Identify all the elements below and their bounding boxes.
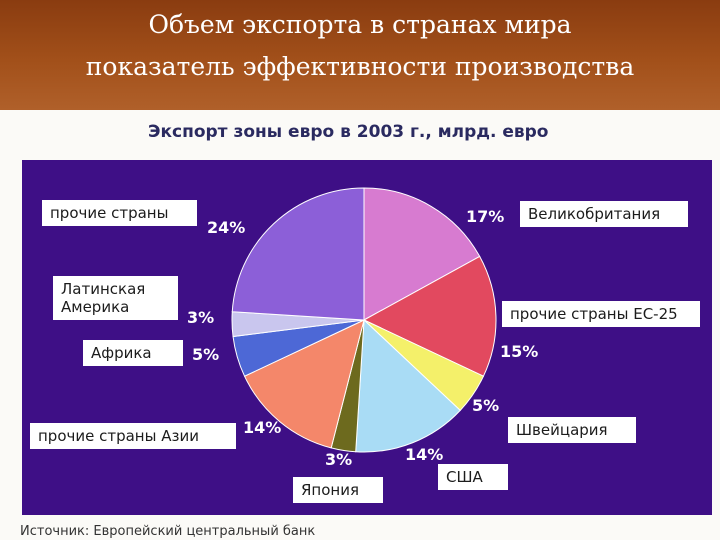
label-switzerland: Швейцария <box>508 417 636 443</box>
label-latin-america: Латинская Америка <box>53 276 178 320</box>
pie-slice-1 <box>362 255 497 377</box>
label-other-asia: прочие страны Азии <box>30 423 236 449</box>
label-japan: Япония <box>293 477 383 503</box>
slide-title-line-1: Объем экспорта в странах мира <box>148 10 572 39</box>
pct-other-eu: 15% <box>500 342 539 361</box>
label-uk: Великобритания <box>520 201 688 227</box>
pct-other-countries: 24% <box>207 218 246 237</box>
pct-other-asia: 14% <box>243 418 282 437</box>
pct-africa: 5% <box>192 345 220 364</box>
pct-usa: 14% <box>405 445 444 464</box>
pct-uk: 17% <box>466 207 505 226</box>
source-note: Источник: Европейский центральный банк <box>20 524 316 539</box>
label-other-countries: прочие страны <box>42 200 197 226</box>
chart-title: Экспорт зоны евро в 2003 г., млрд. евро <box>148 122 549 142</box>
label-other-eu: прочие страны ЕС-25 <box>502 301 700 327</box>
label-africa: Африка <box>83 340 183 366</box>
pct-switzerland: 5% <box>472 396 500 415</box>
pct-latin-america: 3% <box>187 308 215 327</box>
slide-header: Объем экспорта в странах мира показатель… <box>0 0 720 110</box>
pct-japan: 3% <box>325 450 353 469</box>
slide-title-line-2: показатель эффективности производства <box>85 52 635 81</box>
label-usa: США <box>438 464 508 490</box>
pie-slice-5 <box>243 319 365 449</box>
pie-slice-0 <box>363 187 481 321</box>
pie-slice-3 <box>355 318 461 453</box>
pie-slice-8 <box>231 187 365 321</box>
